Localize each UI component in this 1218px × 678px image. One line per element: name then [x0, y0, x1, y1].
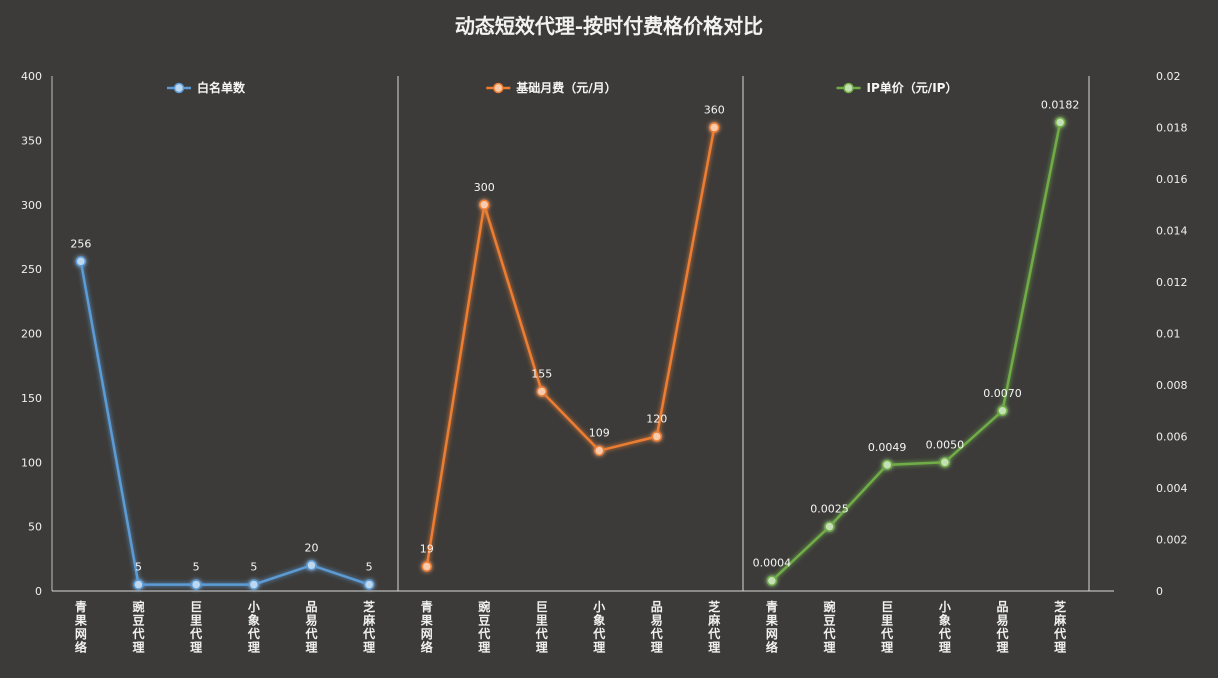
left-axis-tick-label: 0	[35, 585, 42, 598]
series-line	[79, 261, 370, 586]
left-axis-tick-label: 150	[21, 392, 42, 405]
data-point	[881, 459, 893, 471]
x-axis-category-label: 芝麻代理	[362, 599, 376, 655]
left-axis-tick-label: 300	[21, 199, 42, 212]
data-label: 0.0049	[868, 441, 907, 454]
left-axis-tick-label: 200	[21, 328, 42, 341]
series-group	[766, 117, 1066, 586]
data-point	[479, 199, 490, 210]
series-group	[421, 122, 720, 572]
x-axis-category-label: 巨里代理	[880, 600, 893, 655]
data-point	[75, 256, 87, 267]
right-axis-tick-label: 0.008	[1156, 379, 1188, 392]
data-point	[651, 431, 662, 442]
data-point	[133, 579, 144, 590]
data-point	[306, 560, 317, 571]
data-label: 5	[366, 561, 373, 574]
right-axis-tick-label: 0.002	[1156, 534, 1188, 547]
right-axis-tick-label: 0	[1156, 585, 1163, 598]
x-axis-category-label: 豌豆代理	[477, 599, 490, 655]
x-axis-category-label: 小象代理	[938, 599, 951, 655]
data-label: 5	[250, 561, 257, 574]
x-axis-category-label: 小象代理	[247, 599, 260, 655]
data-label: 0.0050	[926, 438, 965, 451]
right-axis-tick-label: 0.01	[1156, 328, 1181, 341]
data-point	[594, 445, 605, 456]
legend-item: 基础月费（元/月）	[486, 80, 617, 95]
data-point	[997, 405, 1008, 416]
data-label: 5	[193, 561, 200, 574]
x-axis-category-label: 豌豆代理	[822, 599, 835, 655]
left-axis-tick-label: 350	[21, 134, 42, 147]
data-point	[421, 561, 432, 572]
right-axis-tick-label: 0.012	[1156, 276, 1188, 289]
x-axis-category-label: 品易代理	[304, 600, 317, 655]
data-label: 256	[70, 237, 91, 250]
data-label: 109	[589, 427, 610, 440]
data-label: 155	[531, 367, 552, 380]
right-axis-tick-label: 0.018	[1156, 122, 1188, 135]
legend-swatch-marker	[493, 82, 504, 94]
left-axis-tick-label: 250	[21, 263, 42, 276]
x-axis-category-label: 芝麻代理	[707, 599, 721, 655]
x-axis-category-label: 巨里代理	[535, 600, 548, 655]
legend-item: 白名单数	[166, 80, 246, 95]
data-label: 0.0070	[983, 387, 1022, 400]
data-point	[1054, 117, 1066, 128]
data-label: 0.0025	[810, 503, 849, 516]
data-label: 20	[305, 541, 319, 554]
left-axis-tick-label: 400	[21, 70, 42, 83]
series-line	[770, 122, 1062, 582]
legend-label: IP单价（元/IP）	[867, 80, 958, 95]
x-axis-category-label: 芝麻代理	[1053, 599, 1067, 655]
series-line	[425, 127, 716, 567]
x-axis-category-label: 小象代理	[592, 599, 605, 655]
x-axis-category-label: 青果网络	[420, 599, 433, 655]
chart-title: 动态短效代理-按时付费格价格对比	[454, 14, 764, 38]
data-point	[824, 521, 835, 532]
data-point	[190, 579, 202, 590]
data-point	[939, 457, 951, 468]
data-point	[766, 575, 778, 586]
right-axis-tick-label: 0.006	[1156, 431, 1188, 444]
right-axis-tick-label: 0.016	[1156, 173, 1188, 186]
x-axis-category-label: 品易代理	[995, 600, 1008, 655]
x-axis-category-label: 巨里代理	[189, 600, 202, 655]
legend-item: IP单价（元/IP）	[836, 80, 958, 95]
legend-label: 基础月费（元/月）	[515, 80, 616, 95]
data-label: 360	[704, 104, 725, 117]
legend-label: 白名单数	[197, 80, 246, 95]
series-group	[75, 256, 375, 590]
data-label: 0.0004	[753, 557, 792, 570]
left-axis-tick-label: 100	[21, 456, 42, 469]
data-label: 300	[474, 181, 495, 194]
left-axis-tick-label: 50	[28, 521, 42, 534]
data-label: 0.0182	[1041, 98, 1080, 111]
legend-swatch-marker	[173, 82, 185, 94]
data-label: 5	[135, 561, 142, 574]
data-label: 19	[420, 543, 434, 556]
x-axis-category-label: 青果网络	[765, 599, 778, 655]
data-label: 120	[646, 413, 667, 426]
data-point	[248, 579, 260, 590]
data-point	[536, 386, 547, 397]
right-axis-tick-label: 0.004	[1156, 482, 1188, 495]
right-axis-tick-label: 0.014	[1156, 225, 1188, 238]
x-axis-category-label: 青果网络	[74, 599, 87, 655]
data-point	[709, 122, 720, 133]
right-axis-tick-label: 0.02	[1156, 70, 1181, 83]
data-point	[363, 579, 375, 590]
x-axis-category-label: 品易代理	[650, 600, 663, 655]
x-axis-category-label: 豌豆代理	[131, 599, 144, 655]
legend-swatch-marker	[843, 82, 854, 94]
